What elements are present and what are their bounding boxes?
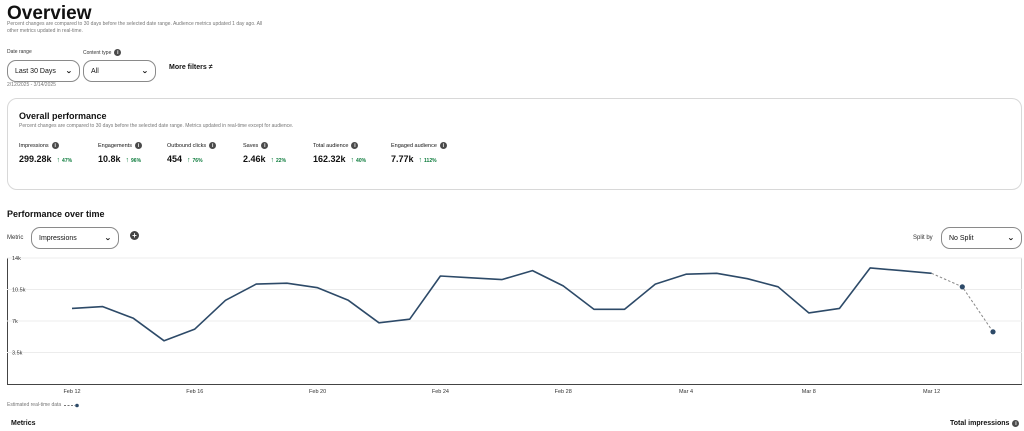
page-title: Overview [7,3,92,24]
y-tick-label: 14k [12,256,21,262]
info-icon[interactable]: i [439,142,447,149]
total-impressions-header[interactable]: Total impressions i [950,420,1020,427]
metric-label: Total audience [313,142,349,149]
total-impressions-label: Total impressions [950,420,1010,427]
overall-performance-title: Overall performance [19,111,107,121]
arrow-up-icon: ↑ [125,157,130,164]
split-by-select[interactable]: No Split ⌄ [941,227,1022,249]
estimated-line-icon [64,403,80,407]
metric-value: 162.32k [313,154,346,164]
estimated-series-line [931,272,994,333]
metric-outbound-clicks[interactable]: Outbound clicks i 454 ↑ 76% [167,142,217,164]
date-range-label: Date range [7,49,32,55]
split-by-value: No Split [949,234,974,242]
split-by-label: Split by [913,235,933,241]
chevron-down-icon: ⌄ [65,68,73,75]
metric-change: ↑ 22% [270,157,287,164]
plus-icon: + [132,230,137,240]
x-tick-label: Feb 20 [309,389,326,395]
chart-legend: Estimated real-time data [7,402,80,408]
chevron-down-icon: ⌄ [104,235,112,242]
metric-value: 299.28k [19,154,52,164]
x-axis-ticks: Feb 12 Feb 16 Feb 20 Feb 24 Feb 28 Mar 4 Mar 8… [63,389,940,395]
chevron-down-icon: ⌄ [1007,235,1015,242]
x-tick-label: Feb 24 [432,389,449,395]
date-range-text: 2/12/2025 - 3/14/2025 [7,82,56,88]
metric-label: Outbound clicks [167,142,207,149]
x-tick-label: Feb 28 [555,389,572,395]
metric-select[interactable]: Impressions ⌄ [31,227,119,249]
y-tick-label: 10.5k [12,288,26,294]
legend-label: Estimated real-time data [7,402,62,408]
x-tick-label: Feb 16 [186,389,203,395]
info-icon[interactable]: i [51,142,59,149]
arrow-up-icon: ↑ [187,157,191,164]
metric-total-audience[interactable]: Total audience i 162.32k ↑ 40% [313,142,366,164]
performance-title: Performance over time [7,209,105,219]
chart-grid [7,257,1022,385]
date-range-value: Last 30 Days [15,67,56,75]
metric-label: Engaged audience [391,142,437,149]
info-icon[interactable]: i [134,142,142,149]
content-type-label-row: Content type i [83,49,122,56]
chart-series [71,267,996,342]
metric-change: ↑ 96% [125,157,142,164]
info-icon[interactable]: i [1012,420,1020,427]
x-tick-label: Mar 4 [679,389,693,395]
arrow-up-icon: ↑ [270,157,275,164]
info-icon[interactable]: i [114,49,122,56]
filter-sliders-icon: ≠ [208,64,213,71]
metric-label: Saves [243,142,259,149]
metric-select-label: Metric [7,235,24,241]
overall-performance-card: Overall performance Percent changes are … [7,98,1022,190]
metric-engagements[interactable]: Engagements i 10.8k ↑ 96% [98,142,142,164]
x-tick-label: Feb 12 [63,389,80,395]
metric-value: 10.8k [98,154,121,164]
info-icon[interactable]: i [209,142,217,149]
arrow-up-icon: ↑ [350,157,355,164]
more-filters-button[interactable]: More filters ≠ [169,64,213,71]
content-type-value: All [91,67,99,75]
estimated-point [959,284,965,290]
estimated-point [990,329,996,335]
y-tick-label: 7k [12,319,18,325]
chevron-down-icon: ⌄ [141,68,149,75]
metric-change: ↑ 76% [187,157,203,164]
metric-label: Impressions [19,142,49,149]
content-type-label: Content type [83,49,112,56]
x-tick-label: Mar 8 [802,389,816,395]
arrow-up-icon: ↑ [418,157,423,164]
arrow-up-icon: ↑ [56,157,61,164]
metric-change: ↑ 47% [56,157,73,164]
metric-select-value: Impressions [39,234,77,242]
impressions-series-line [71,267,932,342]
metric-change: ↑ 40% [350,157,367,164]
content-type-select[interactable]: All ⌄ [83,60,156,82]
metric-value: 7.77k [391,154,414,164]
metric-saves[interactable]: Saves i 2.46k ↑ 22% [243,142,286,164]
metric-engaged-audience[interactable]: Engaged audience i 7.77k ↑ 112% [391,142,447,164]
x-tick-label: Mar 12 [923,389,940,395]
metric-impressions[interactable]: Impressions i 299.28k ↑ 47% [19,142,72,164]
page-subtitle: Percent changes are compared to 30 days … [7,21,263,34]
overall-performance-subtitle: Percent changes are compared to 30 days … [19,123,294,129]
date-range-select[interactable]: Last 30 Days ⌄ [7,60,80,82]
y-tick-label: 3.5k [12,351,23,357]
y-axis-ticks: 14k 10.5k 7k 3.5k [12,256,26,357]
more-filters-label: More filters [169,64,207,71]
info-icon[interactable]: i [261,142,269,149]
metric-label: Engagements [98,142,132,149]
info-icon[interactable]: i [351,142,359,149]
metrics-table-header: Metrics [11,420,36,427]
add-metric-button[interactable]: + [130,231,139,240]
metric-value: 454 [167,154,183,164]
metric-change: ↑ 112% [418,157,437,164]
metric-value: 2.46k [243,154,266,164]
